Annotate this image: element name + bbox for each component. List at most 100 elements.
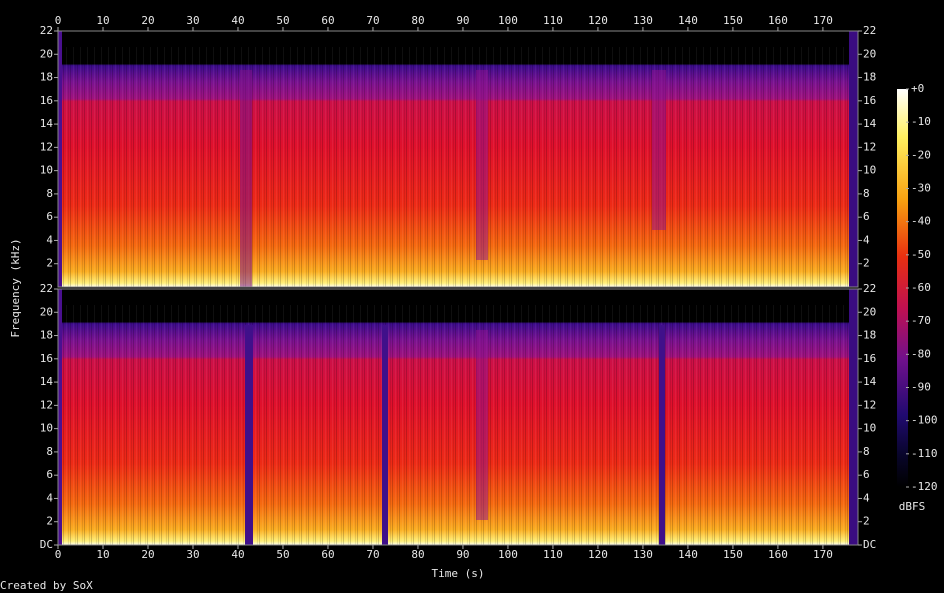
colorbar-tick-label: -70 xyxy=(911,314,931,327)
x-tick-label: 130 xyxy=(633,548,653,561)
x-tick-label: 120 xyxy=(588,548,608,561)
y-tick-label: 22 xyxy=(863,24,876,37)
x-tick-label: 60 xyxy=(321,548,334,561)
plot-frame xyxy=(57,288,859,546)
x-tick-label: 100 xyxy=(498,548,518,561)
y-tick-label: 6 xyxy=(863,468,870,481)
colorbar-tick-label: +0 xyxy=(911,82,924,95)
x-axis-label: Time (s) xyxy=(432,567,485,580)
y-tick-label: 12 xyxy=(40,398,53,411)
y-tick-label: 8 xyxy=(46,445,53,458)
plot-frame xyxy=(57,30,859,288)
y-tick-label: DC xyxy=(40,538,53,551)
x-tick-label: 50 xyxy=(276,14,289,27)
y-tick-label: 10 xyxy=(40,164,53,177)
y-tick-label: 8 xyxy=(863,187,870,200)
colorbar-tick-label: -120 xyxy=(911,480,938,493)
y-tick-label: 8 xyxy=(863,445,870,458)
y-tick-label: 18 xyxy=(40,329,53,342)
colorbar-tick-label: -80 xyxy=(911,347,931,360)
x-tick-label: 70 xyxy=(366,548,379,561)
x-tick-label: 110 xyxy=(543,548,563,561)
y-tick-label: 22 xyxy=(40,24,53,37)
x-tick-label: 140 xyxy=(678,548,698,561)
x-tick-label: 110 xyxy=(543,14,563,27)
x-tick-label: 160 xyxy=(768,548,788,561)
colorbar-tick-label: -50 xyxy=(911,248,931,261)
x-tick-label: 130 xyxy=(633,14,653,27)
y-tick-label: 4 xyxy=(46,233,53,246)
x-tick-label: 20 xyxy=(141,14,154,27)
y-tick-label: 12 xyxy=(863,140,876,153)
x-tick-label: 40 xyxy=(231,14,244,27)
x-tick-label: 0 xyxy=(55,14,62,27)
y-tick-label: 14 xyxy=(863,117,877,130)
y-tick-label: 6 xyxy=(46,468,53,481)
colorbar-tick-label: -30 xyxy=(911,182,931,195)
y-tick-label: 2 xyxy=(863,515,870,528)
y-tick-label: 20 xyxy=(863,47,876,60)
y-tick-label: 20 xyxy=(40,47,53,60)
x-tick-label: 170 xyxy=(813,14,833,27)
x-tick-label: 170 xyxy=(813,548,833,561)
x-tick-label: 0 xyxy=(55,548,62,561)
y-tick-label: 22 xyxy=(40,282,53,295)
colorbar-tick-label: -100 xyxy=(911,414,938,427)
x-tick-label: 100 xyxy=(498,14,518,27)
x-tick-label: 10 xyxy=(96,14,109,27)
x-tick-label: 10 xyxy=(96,548,109,561)
x-tick-label: 80 xyxy=(411,14,424,27)
spectrogram-image xyxy=(58,31,858,545)
y-tick-label: 18 xyxy=(40,71,53,84)
y-tick-label: 6 xyxy=(46,210,53,223)
y-tick-label: 4 xyxy=(863,233,870,246)
colorbar-label: dBFS xyxy=(899,500,926,513)
colorbar xyxy=(897,89,908,487)
y-tick-label: 14 xyxy=(40,117,54,130)
y-tick-label: 2 xyxy=(46,515,53,528)
colorbar-tick-label: -60 xyxy=(911,281,931,294)
x-tick-label: 60 xyxy=(321,14,334,27)
y-tick-label: 2 xyxy=(46,257,53,270)
x-tick-label: 160 xyxy=(768,14,788,27)
x-tick-label: 150 xyxy=(723,548,743,561)
x-tick-label: 140 xyxy=(678,14,698,27)
y-axis-label: Frequency (kHz) xyxy=(9,238,22,337)
y-tick-label: 16 xyxy=(863,94,876,107)
y-tick-label: 22 xyxy=(863,282,876,295)
credit: Created by SoX xyxy=(0,579,93,592)
y-tick-label: 20 xyxy=(863,305,876,318)
y-tick-label: DC xyxy=(863,538,876,551)
y-tick-label: 16 xyxy=(40,352,53,365)
x-tick-label: 30 xyxy=(186,14,199,27)
x-tick-label: 30 xyxy=(186,548,199,561)
x-tick-label: 80 xyxy=(411,548,424,561)
x-tick-label: 50 xyxy=(276,548,289,561)
y-tick-label: 8 xyxy=(46,187,53,200)
y-tick-label: 4 xyxy=(863,491,870,504)
y-tick-label: 12 xyxy=(863,398,876,411)
y-tick-label: 14 xyxy=(40,375,54,388)
y-tick-label: 14 xyxy=(863,375,877,388)
x-tick-label: 90 xyxy=(456,14,469,27)
y-tick-label: 10 xyxy=(863,164,876,177)
y-tick-label: 10 xyxy=(863,422,876,435)
colorbar-tick-label: -10 xyxy=(911,115,931,128)
colorbar-tick-label: -90 xyxy=(911,381,931,394)
colorbar-tick-label: -20 xyxy=(911,148,931,161)
y-tick-label: 18 xyxy=(863,71,876,84)
y-tick-label: 10 xyxy=(40,422,53,435)
y-tick-label: 16 xyxy=(40,94,53,107)
x-tick-label: 150 xyxy=(723,14,743,27)
x-tick-label: 20 xyxy=(141,548,154,561)
y-tick-label: 2 xyxy=(863,257,870,270)
y-tick-label: 16 xyxy=(863,352,876,365)
x-tick-label: 40 xyxy=(231,548,244,561)
colorbar-tick-label: -110 xyxy=(911,447,938,460)
x-tick-label: 120 xyxy=(588,14,608,27)
colorbar-tick-label: -40 xyxy=(911,215,931,228)
y-tick-label: 6 xyxy=(863,210,870,223)
x-tick-label: 90 xyxy=(456,548,469,561)
y-tick-label: 12 xyxy=(40,140,53,153)
